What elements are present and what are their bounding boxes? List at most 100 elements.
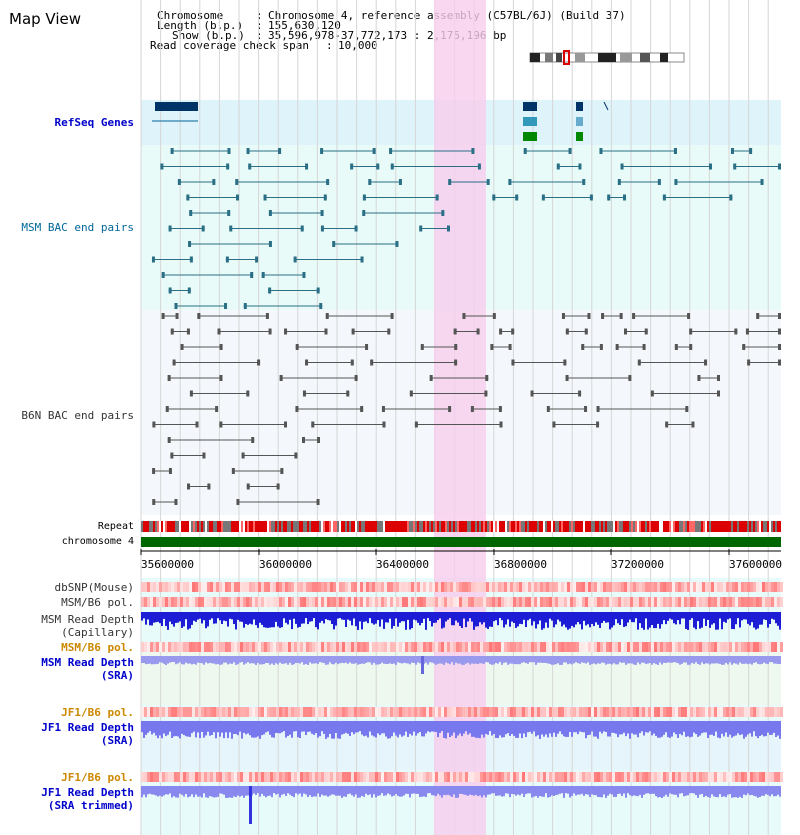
msm-sra-depth-bar [337,656,339,665]
msm-cap-depth-bar [291,612,293,630]
jf1-trim-depth-bar [599,786,601,798]
msm-pol2-heat-cell [648,642,651,652]
msm-bac-pair-end [151,256,155,263]
jf1-sra-depth-bar [377,721,379,734]
msm-sra-depth-bar [369,656,371,663]
msm-sra-depth-bar [479,656,481,664]
jf1-sra-depth-bar [337,721,339,739]
jf1-pol2-heat-cell [237,772,240,782]
jf1-sra-depth-bar [241,721,243,739]
msm-bac-pair-end [556,163,560,170]
msm-sra-depth-bar [289,656,291,663]
msm-sra-depth-bar [389,656,391,664]
msm-cap-depth-bar [487,612,489,629]
jf1-pol2-heat-cell [324,772,327,782]
msm-cap-depth-bar [599,612,601,628]
msm-sra-depth-bar [535,656,537,665]
jf1-sra-depth-bar [587,721,589,736]
jf1-pol-heat-cell [225,707,228,717]
jf1-trim-depth-bar [767,786,769,795]
msm-cap-depth-bar [523,612,525,620]
msm-cap-depth-bar [747,612,749,624]
track-label-b6n-bac[interactable]: B6N BAC end pairs [21,409,134,422]
jf1-pol-heat-cell [741,707,744,717]
msm-cap-depth-bar [681,612,683,619]
jf1-pol-heat-cell [411,707,414,717]
msm-cap-depth-bar [755,612,757,630]
jf1-pol2-heat-cell [411,772,414,782]
repeat-segment [383,521,385,532]
jf1-sra-depth-bar [715,721,717,732]
track-label-refseq[interactable]: RefSeq Genes [54,116,134,129]
track-label-msm-bac[interactable]: MSM BAC end pairs [21,221,134,234]
b6n-bac-pair-end [365,344,369,350]
jf1-sra-depth-bar [597,721,599,739]
jf1-trim-depth-bar [401,786,403,797]
msm-sra-depth-bar [355,656,357,664]
repeat-segment [271,521,273,532]
msm-pol2-heat-cell [705,642,708,652]
track-label-jf1-depth-trim-1: JF1 Read Depth [41,786,134,799]
jf1-sra-depth-bar [349,721,351,737]
jf1-sra-depth-bar [753,721,755,732]
msm-pol-heat-cell [582,597,585,607]
repeat-segment [241,521,243,532]
dbsnp-heat-cell [348,582,351,592]
msm-pol2-heat-cell [600,642,603,652]
dbsnp-heat-cell [657,582,660,592]
jf1-trim-depth-bar [233,786,235,797]
msm-pol2-heat-cell [690,642,693,652]
b6n-bac-pair-end [717,390,720,397]
msm-cap-depth-bar [141,612,143,621]
jf1-trim-depth-bar [367,786,369,796]
jf1-pol2-heat-cell [141,772,144,782]
msm-sra-depth-bar [207,656,209,664]
repeat-segment [265,521,267,532]
msm-pol2-heat-cell [738,642,741,652]
jf1-sra-depth-bar [385,721,387,737]
jf1-sra-depth-bar [575,721,577,733]
msm-pol-heat-cell [456,597,459,607]
b6n-bac-pair-end [484,390,488,397]
msm-pol-heat-cell [591,597,594,607]
refseq-gene [523,102,537,111]
msm-pol-heat-cell [447,597,450,607]
jf1-trim-depth-bar [575,786,577,796]
jf1-sra-depth-bar [653,721,655,734]
msm-cap-depth-bar [321,612,323,621]
msm-cap-depth-bar [157,612,159,622]
jf1-sra-depth-bar [481,721,483,735]
jf1-pol-heat-cell [255,707,258,717]
repeat-segment [233,521,235,532]
msm-cap-depth-bar [167,612,169,630]
jf1-pol2-heat-cell [150,772,153,782]
jf1-pol2-heat-cell [297,772,300,782]
jf1-trim-depth-bar [569,786,571,798]
repeat-segment [229,521,231,532]
jf1-sra-depth-bar [327,721,329,738]
jf1-pol-heat-cell [198,707,201,717]
jf1-pol-heat-cell [210,707,213,717]
jf1-trim-depth-bar [637,786,639,797]
msm-pol2-heat-cell [150,642,153,652]
msm-sra-depth-bar [723,656,725,665]
msm-cap-depth-bar [313,612,315,619]
repeat-segment [275,521,277,532]
msm-cap-depth-bar [391,612,393,629]
jf1-trim-depth-bar [393,786,395,796]
dbsnp-heat-cell [342,582,345,592]
msm-pol2-heat-cell [369,642,372,652]
msm-pol-heat-cell [201,597,204,607]
b6n-bac-pair-end [257,359,261,366]
dbsnp-heat-cell [780,582,783,592]
b6n-bac-pair-end [650,390,654,397]
jf1-pol2-heat-cell [318,772,321,782]
msm-pol2-heat-cell [669,642,672,652]
jf1-sra-depth-bar [383,721,385,734]
dbsnp-heat-cell [642,582,645,592]
msm-cap-depth-bar [763,612,765,620]
jf1-sra-depth-bar [719,721,721,739]
jf1-sra-depth-bar [707,721,709,738]
jf1-pol2-heat-cell [219,772,222,782]
